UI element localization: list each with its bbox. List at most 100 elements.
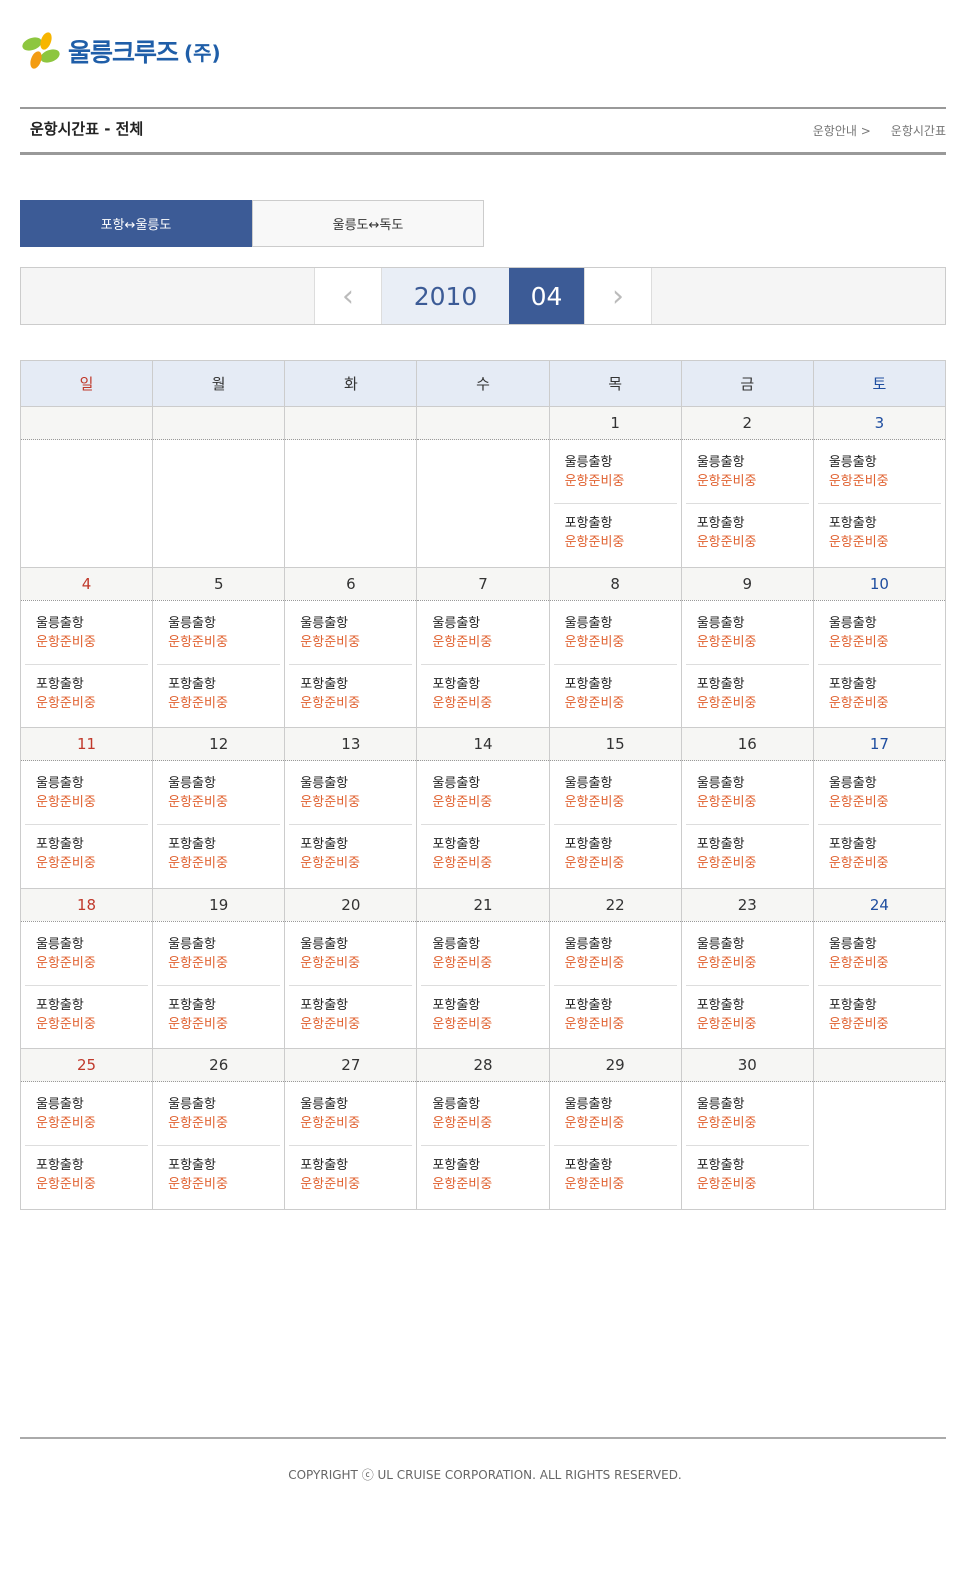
schedule-entry[interactable]: 포항출항 운항준비중 xyxy=(685,984,809,1045)
departure-label: 울릉출항 xyxy=(300,776,349,791)
schedule-entry[interactable]: 포항출항 운항준비중 xyxy=(817,984,941,1045)
schedule-entry[interactable]: 울릉출항 운항준비중 xyxy=(289,922,412,985)
next-month-button[interactable]: › xyxy=(584,268,652,324)
schedule-entry[interactable]: 울릉출항 운항준비중 xyxy=(554,1082,677,1145)
schedule-entry[interactable]: 포항출항 운항준비중 xyxy=(289,824,413,884)
day-number: 27 xyxy=(284,1048,418,1082)
schedule-entry[interactable]: 포항출항 운항준비중 xyxy=(157,984,281,1045)
departure-label: 울릉출항 xyxy=(432,776,481,791)
schedule-entry[interactable]: 울릉출항 운항준비중 xyxy=(157,761,280,824)
schedule-entry[interactable]: 포항출항 운항준비중 xyxy=(421,824,545,884)
breadcrumb-item[interactable]: 운항시간표 xyxy=(890,124,946,138)
schedule-entry[interactable]: 울릉출항 운항준비중 xyxy=(554,922,677,985)
status-text: 운항준비중 xyxy=(828,535,889,550)
schedule-entry[interactable]: 포항출항 운항준비중 xyxy=(25,824,149,884)
schedule-entry[interactable]: 포항출항 운항준비중 xyxy=(25,984,149,1045)
schedule-entry[interactable]: 울릉출항 운항준비중 xyxy=(421,922,544,985)
schedule-entry[interactable]: 포항출항 운항준비중 xyxy=(553,503,677,563)
tab-ulleungdo-dokdo[interactable]: 울릉도↔독도 xyxy=(252,200,484,247)
schedule-entry[interactable]: 울릉출항 운항준비중 xyxy=(421,761,544,824)
schedule-entry[interactable]: 포항출항 운항준비중 xyxy=(553,1145,677,1205)
departure-label: 울릉출항 xyxy=(828,455,877,470)
prev-month-button[interactable]: ‹ xyxy=(314,268,382,324)
schedule-entry[interactable]: 울릉출항 운항준비중 xyxy=(157,922,280,985)
status-text: 운항준비중 xyxy=(828,1016,889,1032)
schedule-entry[interactable]: 울릉출항 운항준비중 xyxy=(818,761,941,824)
status-text: 운항준비중 xyxy=(168,955,228,971)
schedule-entry[interactable]: 포항출항 운항준비중 xyxy=(25,1145,149,1205)
schedule-entry[interactable]: 울릉출항 운항준비중 xyxy=(686,922,809,985)
status-text: 운항준비중 xyxy=(168,1016,228,1032)
logo[interactable]: 울릉크루즈 (주) xyxy=(20,30,221,72)
schedule-entry[interactable]: 포항출항 운항준비중 xyxy=(157,663,281,724)
status-text: 운항준비중 xyxy=(432,955,493,971)
schedule-entry[interactable]: 울릉출항 운항준비중 xyxy=(289,601,412,664)
status-text: 운항준비중 xyxy=(696,1116,757,1131)
status-text: 운항준비중 xyxy=(432,695,493,711)
day-cell: 울릉출항 운항준비중 포항출항 운항준비중 xyxy=(812,600,947,728)
schedule-entry[interactable]: 울릉출항 운항준비중 xyxy=(25,601,148,664)
departure-label: 포항출항 xyxy=(300,997,349,1013)
schedule-entry[interactable]: 울릉출항 운항준비중 xyxy=(157,601,280,664)
day-cell xyxy=(416,439,550,567)
departure-label: 포항출항 xyxy=(36,1158,84,1173)
day-number: 17 xyxy=(812,727,947,761)
status-text: 운항준비중 xyxy=(564,856,625,871)
schedule-entry[interactable]: 포항출항 운항준비중 xyxy=(553,984,677,1045)
day-number: 30 xyxy=(680,1048,814,1082)
status-text: 운항준비중 xyxy=(696,1016,757,1032)
schedule-entry[interactable]: 울릉출항 운항준비중 xyxy=(25,1082,148,1145)
departure-label: 포항출항 xyxy=(432,997,481,1013)
schedule-entry[interactable]: 포항출항 운항준비중 xyxy=(817,663,941,724)
schedule-entry[interactable]: 포항출항 운항준비중 xyxy=(157,824,281,884)
schedule-entry[interactable]: 포항출항 운항준비중 xyxy=(421,1145,545,1205)
schedule-entry[interactable]: 포항출항 운항준비중 xyxy=(289,1145,413,1205)
schedule-entry[interactable]: 포항출항 운항준비중 xyxy=(289,663,413,724)
schedule-entry[interactable]: 울릉출항 운항준비중 xyxy=(554,761,677,824)
schedule-entry[interactable]: 포항출항 운항준비중 xyxy=(553,663,677,724)
schedule-entry[interactable]: 포항출항 운항준비중 xyxy=(685,1145,809,1205)
schedule-entry[interactable]: 포항출항 운항준비중 xyxy=(553,824,677,884)
schedule-entry[interactable]: 포항출항 운항준비중 xyxy=(685,663,809,724)
schedule-entry[interactable]: 울릉출항 운항준비중 xyxy=(686,761,809,824)
schedule-entry[interactable]: 포항출항 운항준비중 xyxy=(421,663,545,724)
schedule-entry[interactable]: 울릉출항 운항준비중 xyxy=(818,601,941,664)
schedule-entry[interactable]: 포항출항 운항준비중 xyxy=(421,984,545,1045)
departure-label: 울릉출항 xyxy=(432,615,481,631)
schedule-entry[interactable]: 포항출항 운항준비중 xyxy=(817,824,941,884)
page-title: 운항시간표 - 전체 xyxy=(30,120,144,138)
tab-pohang-ulleungdo[interactable]: 포항↔울릉도 xyxy=(20,200,252,247)
schedule-entry[interactable]: 울릉출항 운항준비중 xyxy=(554,601,677,664)
schedule-entry[interactable]: 울릉출항 운항준비중 xyxy=(818,922,941,985)
schedule-entry[interactable]: 포항출항 운항준비중 xyxy=(25,663,149,724)
status-text: 운항준비중 xyxy=(168,634,228,650)
breadcrumb-item[interactable]: 운항안내 > xyxy=(812,124,871,138)
schedule-entry[interactable]: 울릉출항 운항준비중 xyxy=(818,440,941,503)
schedule-entry[interactable]: 울릉출항 운항준비중 xyxy=(289,761,412,824)
schedule-entry[interactable]: 울릉출항 운항준비중 xyxy=(157,1082,280,1145)
status-text: 운항준비중 xyxy=(696,535,757,550)
day-cell: 울릉출항 운항준비중 포항출항 운항준비중 xyxy=(284,921,418,1049)
schedule-entry[interactable]: 포항출항 운항준비중 xyxy=(817,503,941,563)
schedule-entry[interactable]: 울릉출항 운항준비중 xyxy=(25,761,148,824)
day-number: 16 xyxy=(680,727,814,761)
schedule-entry[interactable]: 울릉출항 운항준비중 xyxy=(421,1082,544,1145)
schedule-entry[interactable]: 울릉출항 운항준비중 xyxy=(686,1082,809,1145)
departure-label: 울릉출항 xyxy=(168,776,216,791)
schedule-entry[interactable]: 울릉출항 운항준비중 xyxy=(289,1082,412,1145)
departure-label: 울릉출항 xyxy=(564,776,613,791)
schedule-entry[interactable]: 포항출항 운항준비중 xyxy=(157,1145,281,1205)
day-number xyxy=(19,406,154,440)
departure-label: 울릉출항 xyxy=(564,455,613,470)
schedule-entry[interactable]: 포항출항 운항준비중 xyxy=(289,984,413,1045)
day-number: 28 xyxy=(416,1048,550,1082)
departure-label: 포항출항 xyxy=(696,516,745,531)
schedule-entry[interactable]: 울릉출항 운항준비중 xyxy=(25,922,148,985)
schedule-entry[interactable]: 울릉출항 운항준비중 xyxy=(686,601,809,664)
schedule-entry[interactable]: 울릉출항 운항준비중 xyxy=(554,440,677,503)
schedule-entry[interactable]: 울릉출항 운항준비중 xyxy=(421,601,544,664)
schedule-entry[interactable]: 울릉출항 운항준비중 xyxy=(686,440,809,503)
schedule-entry[interactable]: 포항출항 운항준비중 xyxy=(685,824,809,884)
